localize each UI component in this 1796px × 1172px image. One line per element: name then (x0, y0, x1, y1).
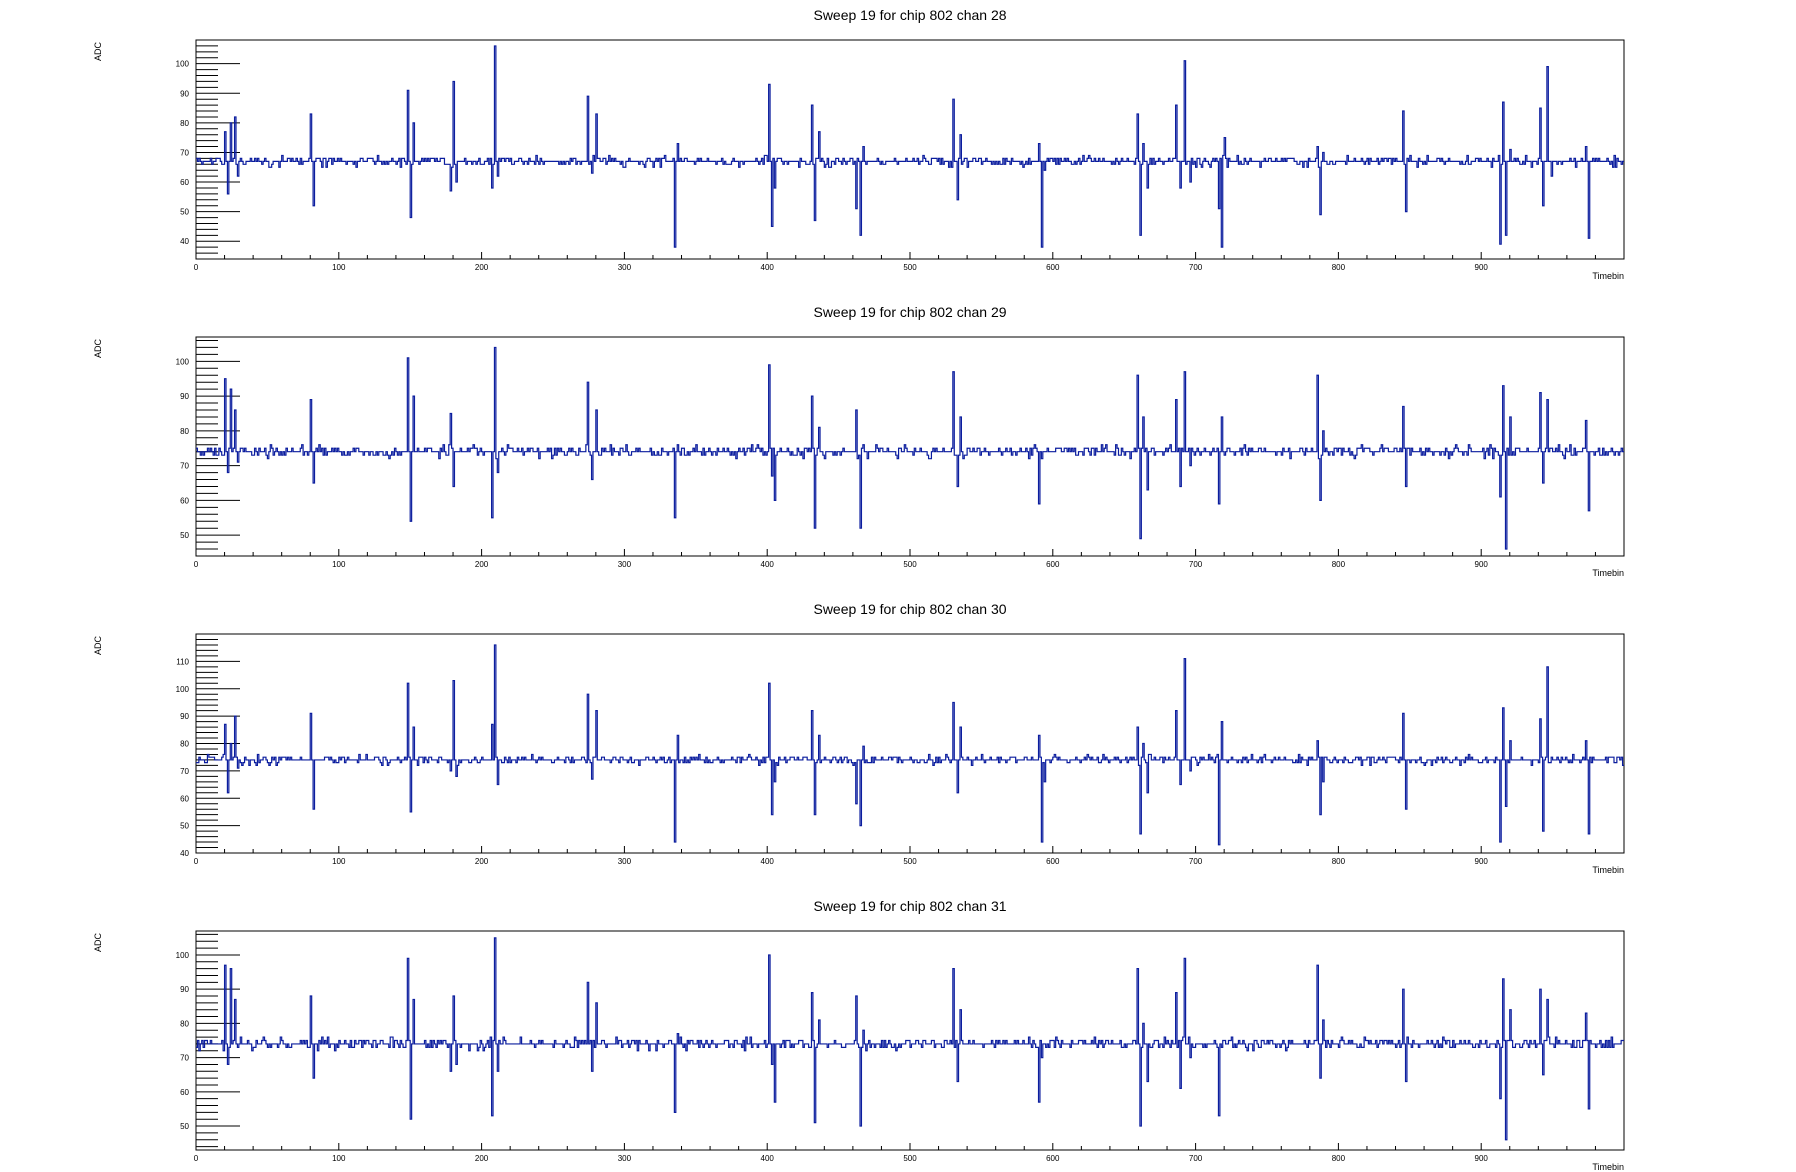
x-tick-label: 100 (332, 857, 346, 866)
panel-title: Sweep 19 for chip 802 chan 31 (813, 898, 1006, 914)
y-tick-label: 70 (180, 1054, 189, 1063)
y-axis-label: ADC (93, 42, 103, 62)
x-tick-label: 700 (1189, 560, 1203, 569)
x-tick-label: 300 (618, 560, 632, 569)
plot-frame (195, 633, 1625, 854)
y-tick-label: 40 (180, 849, 189, 858)
x-tick-label: 600 (1046, 560, 1060, 569)
y-tick-label: 70 (180, 148, 189, 157)
y-tick-label: 80 (180, 427, 189, 436)
x-tick-label: 800 (1332, 857, 1346, 866)
adc-series-line (196, 644, 1624, 846)
plot-frame (195, 39, 1625, 260)
x-tick-label: 800 (1332, 560, 1346, 569)
adc-series-line (196, 45, 1624, 248)
x-tick-label: 200 (475, 560, 489, 569)
x-axis-label: Timebin (1592, 568, 1624, 578)
x-tick-label: 0 (194, 560, 199, 569)
x-tick-label: 0 (194, 1154, 199, 1163)
x-tick-label: 400 (761, 857, 775, 866)
y-tick-label: 100 (176, 951, 190, 960)
y-tick-label: 50 (180, 531, 189, 540)
y-tick-label: 40 (180, 237, 189, 246)
x-tick-label: 400 (761, 560, 775, 569)
x-axis-label: Timebin (1592, 865, 1624, 875)
y-tick-label: 50 (180, 822, 189, 831)
y-tick-label: 100 (176, 357, 190, 366)
x-tick-label: 900 (1475, 263, 1489, 272)
chart-panel-3: Sweep 19 for chip 802 chan 30 ADC Timebin 4… (93, 601, 1625, 875)
plot-frame (195, 336, 1625, 557)
x-tick-label: 500 (903, 560, 917, 569)
y-tick-label: 80 (180, 740, 189, 749)
y-tick-label: 60 (180, 496, 189, 505)
y-tick-label: 80 (180, 119, 189, 128)
x-tick-label: 900 (1475, 560, 1489, 569)
y-axis-label: ADC (93, 636, 103, 656)
y-tick-label: 60 (180, 178, 189, 187)
y-tick-label: 50 (180, 1122, 189, 1131)
y-axis-label: ADC (93, 933, 103, 953)
x-tick-label: 900 (1475, 857, 1489, 866)
y-tick-label: 60 (180, 1088, 189, 1097)
x-tick-label: 800 (1332, 1154, 1346, 1163)
x-tick-label: 800 (1332, 263, 1346, 272)
adc-series-line (196, 346, 1624, 550)
x-tick-label: 600 (1046, 1154, 1060, 1163)
x-tick-label: 600 (1046, 263, 1060, 272)
panel-title: Sweep 19 for chip 802 chan 28 (813, 7, 1006, 23)
chart-panel-2: Sweep 19 for chip 802 chan 29 ADC Timebin 5… (93, 304, 1625, 578)
x-tick-label: 500 (903, 263, 917, 272)
x-tick-label: 100 (332, 560, 346, 569)
x-tick-label: 400 (761, 263, 775, 272)
x-axis-label: Timebin (1592, 1162, 1624, 1172)
y-tick-label: 90 (180, 985, 189, 994)
y-tick-label: 70 (180, 462, 189, 471)
x-tick-label: 200 (475, 263, 489, 272)
x-tick-label: 100 (332, 1154, 346, 1163)
x-tick-label: 300 (618, 857, 632, 866)
x-tick-label: 0 (194, 263, 199, 272)
x-axis-label: Timebin (1592, 271, 1624, 281)
y-tick-label: 100 (176, 685, 190, 694)
x-tick-label: 0 (194, 857, 199, 866)
x-tick-label: 700 (1189, 1154, 1203, 1163)
x-tick-label: 200 (475, 1154, 489, 1163)
y-tick-label: 110 (176, 657, 189, 666)
y-tick-label: 90 (180, 392, 189, 401)
x-tick-label: 700 (1189, 857, 1203, 866)
y-tick-label: 90 (180, 89, 189, 98)
adc-series-line (196, 937, 1624, 1141)
x-tick-label: 200 (475, 857, 489, 866)
x-tick-label: 300 (618, 263, 632, 272)
chart-panel-1: Sweep 19 for chip 802 chan 28 ADC Timebin 4… (93, 7, 1625, 281)
y-tick-label: 100 (176, 60, 190, 69)
x-tick-label: 500 (903, 857, 917, 866)
y-axis-label: ADC (93, 339, 103, 359)
panel-title: Sweep 19 for chip 802 chan 30 (813, 601, 1006, 617)
y-tick-label: 50 (180, 208, 189, 217)
x-tick-label: 400 (761, 1154, 775, 1163)
y-tick-label: 90 (180, 712, 189, 721)
y-tick-label: 70 (180, 767, 189, 776)
x-tick-label: 300 (618, 1154, 632, 1163)
x-tick-label: 900 (1475, 1154, 1489, 1163)
x-tick-label: 100 (332, 263, 346, 272)
y-tick-label: 80 (180, 1019, 189, 1028)
y-tick-label: 60 (180, 794, 189, 803)
x-tick-label: 500 (903, 1154, 917, 1163)
x-tick-label: 700 (1189, 263, 1203, 272)
chart-panel-4: Sweep 19 for chip 802 chan 31 ADC Timebin 5… (93, 898, 1625, 1172)
panel-title: Sweep 19 for chip 802 chan 29 (813, 304, 1006, 320)
x-tick-label: 600 (1046, 857, 1060, 866)
